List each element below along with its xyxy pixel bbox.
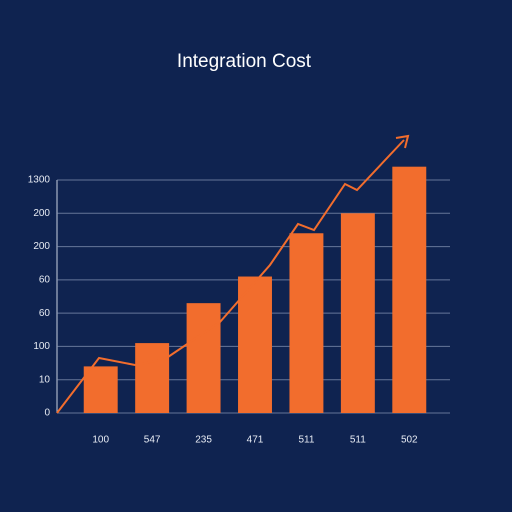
y-tick-label: 200	[33, 208, 50, 219]
y-tick-label: 200	[33, 241, 50, 252]
y-tick-label: 0	[44, 408, 50, 419]
bar	[238, 276, 272, 413]
y-tick-label: 60	[39, 308, 51, 319]
bar	[186, 303, 221, 413]
y-tick-label: 60	[39, 274, 51, 285]
x-tick-label: 511	[298, 435, 314, 446]
bar	[135, 343, 170, 413]
trend-arrowhead	[395, 134, 410, 149]
bar	[83, 366, 118, 413]
y-tick-label: 100	[33, 341, 50, 352]
x-tick-label: 502	[401, 435, 418, 446]
x-tick-label: 100	[92, 435, 109, 446]
bar	[340, 213, 375, 413]
x-tick-label: 511	[350, 435, 366, 446]
x-tick-label: 471	[247, 435, 264, 446]
x-tick-label: 235	[195, 435, 212, 446]
y-tick-label: 1300	[28, 175, 51, 186]
chart-title: Integration Cost	[177, 51, 312, 72]
x-tick-label: 547	[144, 435, 161, 446]
y-tick-label: 10	[39, 374, 51, 385]
bar	[392, 166, 427, 413]
bar	[289, 233, 324, 413]
trend-line	[56, 139, 405, 414]
